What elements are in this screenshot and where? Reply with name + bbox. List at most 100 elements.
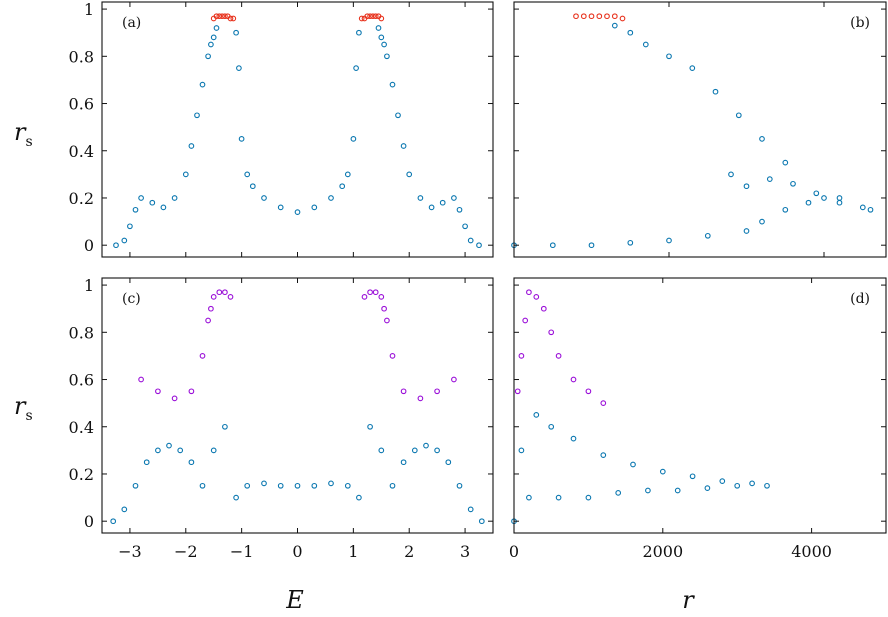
data-point-base bbox=[666, 237, 672, 244]
panel-b: (b) bbox=[511, 1, 887, 258]
data-point-red bbox=[596, 13, 603, 20]
data-point-purple bbox=[188, 388, 195, 395]
data-point-purple bbox=[518, 353, 525, 359]
data-point-base bbox=[476, 242, 482, 249]
data-point-base bbox=[759, 136, 765, 142]
data-point-base bbox=[294, 482, 301, 489]
y-tick-label: 0.8 bbox=[69, 323, 94, 342]
data-point-base bbox=[389, 482, 396, 489]
data-point-red bbox=[580, 13, 587, 20]
data-point-base bbox=[353, 65, 359, 71]
data-point-purple bbox=[205, 317, 211, 324]
data-point-base bbox=[356, 29, 362, 36]
data-point-base bbox=[411, 447, 418, 454]
data-point-base bbox=[121, 506, 128, 513]
data-point-base bbox=[311, 482, 318, 489]
data-point-base bbox=[759, 218, 765, 225]
data-point-base bbox=[400, 459, 407, 466]
y-tick-label: 0.2 bbox=[69, 189, 94, 208]
data-point-purple bbox=[222, 289, 228, 296]
data-point-red bbox=[227, 15, 234, 22]
data-point-base bbox=[728, 171, 734, 178]
data-point-purple bbox=[210, 294, 217, 300]
y-tick-label: 0.6 bbox=[69, 95, 94, 114]
data-point-purple bbox=[526, 289, 532, 296]
data-point-red bbox=[367, 13, 373, 20]
data-point-base bbox=[244, 171, 251, 178]
x-tick-label: 0 bbox=[292, 542, 302, 561]
panel-label: (b) bbox=[850, 15, 870, 31]
data-point-red bbox=[611, 13, 618, 20]
data-point-base bbox=[836, 199, 843, 206]
data-point-base bbox=[749, 480, 755, 487]
data-point-red bbox=[588, 13, 595, 20]
data-point-base bbox=[236, 65, 242, 71]
data-point-base bbox=[549, 242, 556, 249]
data-point-base bbox=[836, 195, 843, 201]
data-point-base bbox=[417, 195, 424, 201]
data-point-base bbox=[177, 447, 184, 454]
data-point-base bbox=[389, 81, 396, 88]
x-tick-label: 4000 bbox=[791, 542, 832, 561]
data-point-base bbox=[805, 199, 812, 206]
data-point-red bbox=[364, 13, 371, 20]
data-point-base bbox=[356, 494, 362, 501]
data-point-base bbox=[434, 447, 440, 454]
data-point-base bbox=[712, 88, 719, 95]
data-point-base bbox=[445, 459, 452, 466]
data-point-base bbox=[127, 223, 133, 230]
data-point-base bbox=[244, 482, 251, 489]
panel-d: 0 2000 4000 (d) bbox=[509, 277, 887, 561]
x-tick-label: 2 bbox=[404, 542, 414, 561]
panel-a: 0 0.2 0.4 0.6 0.8 1 (a) bbox=[69, 0, 494, 258]
data-point-purple bbox=[555, 353, 562, 359]
panel-label: (a) bbox=[122, 15, 141, 31]
data-point-base bbox=[467, 237, 474, 244]
data-point-base bbox=[462, 223, 468, 230]
data-point-base bbox=[210, 34, 217, 41]
data-point-base bbox=[132, 206, 139, 213]
data-point-base bbox=[611, 22, 618, 29]
data-point-base bbox=[456, 482, 463, 489]
data-point-base bbox=[138, 195, 144, 201]
data-point-purple bbox=[381, 305, 387, 312]
data-point-base bbox=[199, 81, 206, 88]
data-point-base bbox=[704, 485, 711, 491]
data-point-base bbox=[378, 447, 385, 454]
y-tick-label: 0.4 bbox=[69, 418, 94, 437]
data-point-base bbox=[328, 480, 334, 487]
data-point-base bbox=[233, 29, 239, 36]
data-point-base bbox=[645, 487, 651, 494]
data-point-base bbox=[743, 183, 750, 190]
x-tick-label: −3 bbox=[118, 542, 142, 561]
ylabel-top: rs bbox=[14, 118, 33, 150]
y-tick-label: 1 bbox=[84, 276, 94, 295]
x-tick-label: 1 bbox=[348, 542, 358, 561]
data-point-purple bbox=[451, 376, 457, 383]
data-point-base bbox=[743, 228, 750, 234]
ylabel-bottom: rs bbox=[14, 392, 33, 424]
data-point-base bbox=[615, 490, 622, 496]
data-point-red bbox=[358, 15, 365, 22]
data-point-purple bbox=[389, 353, 396, 359]
data-point-purple bbox=[378, 294, 385, 300]
data-point-base bbox=[188, 459, 195, 466]
data-point-base bbox=[689, 473, 696, 480]
data-point-base bbox=[766, 176, 773, 182]
plot-frame bbox=[513, 1, 887, 258]
data-point-base bbox=[238, 136, 245, 142]
data-point-red bbox=[370, 13, 376, 20]
data-point-base bbox=[555, 494, 562, 501]
data-point-red bbox=[219, 13, 225, 20]
data-point-purple bbox=[514, 388, 521, 395]
data-point-purple bbox=[208, 305, 214, 312]
x-tick-label: −2 bbox=[174, 542, 198, 561]
data-point-base bbox=[210, 447, 217, 454]
data-point-base bbox=[182, 171, 189, 178]
data-point-purple bbox=[227, 294, 234, 300]
data-point-base bbox=[367, 423, 373, 430]
data-point-base bbox=[782, 206, 789, 213]
data-point-base bbox=[344, 171, 351, 178]
data-point-base bbox=[570, 435, 577, 442]
